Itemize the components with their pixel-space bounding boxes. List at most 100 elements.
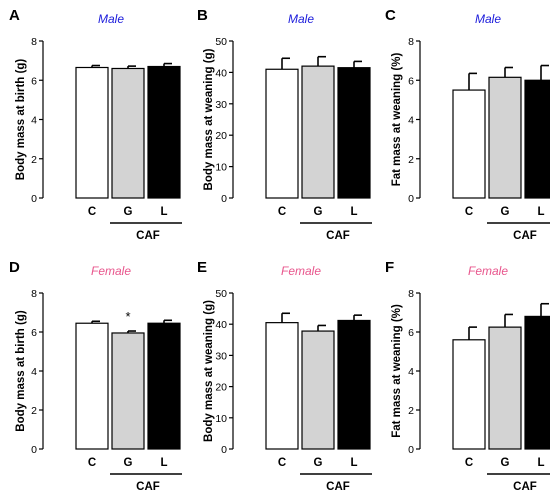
group-label: CAF [513, 481, 537, 493]
bar-l [147, 65, 181, 199]
panel-letter: D [9, 259, 20, 276]
group-label: CAF [136, 481, 160, 493]
y-tick-label: 0 [221, 444, 227, 456]
y-tick-label: 20 [215, 382, 227, 394]
y-tick-label: 10 [215, 162, 227, 174]
panel-letter: E [197, 259, 207, 276]
y-axis-label: Fat mass at weaning (%) [391, 53, 403, 187]
panel-letter: B [197, 7, 208, 24]
y-tick-label: 4 [31, 115, 37, 127]
category-label: C [465, 457, 473, 469]
y-tick-label: 2 [408, 405, 414, 417]
panel-d: D Female Body mass at birth (g) 0 2 4 6 8 C G L * CA… [9, 259, 182, 493]
bar-g [111, 67, 145, 199]
y-axis-label: Body mass at weaning (g) [203, 300, 215, 442]
y-tick-label: 20 [215, 130, 227, 142]
panel-b: B Male Body mass at weaning (g) 0 10 20 30 40 50… [197, 7, 372, 242]
y-tick-label: 4 [408, 115, 414, 127]
y-tick-label: 8 [408, 36, 414, 48]
y-tick-label: 2 [408, 154, 414, 166]
y-axis-label: Body mass at birth (g) [15, 59, 27, 181]
bar-c [265, 322, 299, 450]
category-label: C [278, 457, 286, 469]
y-tick-label: 30 [215, 99, 227, 111]
y-tick-label: 0 [31, 444, 37, 456]
category-label: L [537, 457, 544, 469]
y-tick-label: 4 [408, 366, 414, 378]
panel-title: Female [468, 264, 508, 278]
category-label: G [124, 457, 133, 469]
bar-l [524, 79, 550, 199]
panel-title: Female [91, 264, 131, 278]
category-label: G [124, 206, 133, 218]
bar-g [301, 65, 335, 199]
panel-title: Male [98, 12, 124, 26]
panel-title: Male [475, 12, 501, 26]
bar-c [75, 322, 109, 450]
bar-g [301, 330, 335, 450]
bar-l [524, 315, 550, 450]
panel-title: Female [281, 264, 321, 278]
bar-c [75, 66, 109, 199]
bar-g [488, 326, 522, 450]
panel-title: Male [288, 12, 314, 26]
category-label: L [350, 206, 357, 218]
panel-letter: C [385, 7, 396, 24]
category-label: C [465, 206, 473, 218]
bar-l [337, 67, 371, 199]
y-tick-label: 4 [31, 366, 37, 378]
bar-c [265, 68, 299, 199]
y-tick-label: 6 [408, 327, 414, 339]
y-axis-label: Body mass at weaning (g) [203, 48, 215, 190]
category-label: C [88, 206, 96, 218]
significance-marker: * [125, 309, 130, 324]
y-tick-label: 40 [215, 319, 227, 331]
category-label: L [350, 457, 357, 469]
category-label: G [501, 457, 510, 469]
category-label: L [160, 206, 167, 218]
group-label: CAF [326, 230, 350, 242]
y-tick-label: 6 [31, 75, 37, 87]
category-label: G [314, 206, 323, 218]
panel-letter: F [385, 259, 394, 276]
y-tick-label: 0 [221, 193, 227, 205]
category-label: C [88, 457, 96, 469]
y-tick-label: 8 [31, 288, 37, 300]
y-tick-label: 0 [31, 193, 37, 205]
y-tick-label: 2 [31, 405, 37, 417]
y-tick-label: 30 [215, 350, 227, 362]
y-tick-label: 0 [408, 193, 414, 205]
group-label: CAF [326, 481, 350, 493]
panel-e: E Female Body mass at weaning (g) 0 10 20 30 40… [197, 259, 372, 493]
y-tick-label: 50 [215, 288, 227, 300]
y-tick-label: 2 [31, 154, 37, 166]
y-tick-label: 10 [215, 413, 227, 425]
panel-letter: A [9, 7, 20, 24]
y-tick-label: 6 [31, 327, 37, 339]
group-label: CAF [136, 230, 160, 242]
bar-l [147, 322, 181, 450]
y-tick-label: 6 [408, 75, 414, 87]
category-label: G [314, 457, 323, 469]
bar-c [452, 89, 486, 199]
group-label: CAF [513, 230, 537, 242]
y-tick-label: 50 [215, 36, 227, 48]
y-tick-label: 40 [215, 67, 227, 79]
bar-g [111, 332, 145, 450]
category-label: L [537, 206, 544, 218]
category-label: G [501, 206, 510, 218]
y-axis-label: Fat mass at weaning (%) [391, 304, 403, 438]
panel-f: F Female Fat mass at weaning (%) 0 2 4 6 8 C G LCA… [385, 259, 550, 493]
category-label: C [278, 206, 286, 218]
category-label: L [160, 457, 167, 469]
y-tick-label: 8 [408, 288, 414, 300]
y-tick-label: 8 [31, 36, 37, 48]
bar-g [488, 76, 522, 199]
bar-l [337, 319, 371, 450]
y-tick-label: 0 [408, 444, 414, 456]
y-axis-label: Body mass at birth (g) [15, 310, 27, 432]
bar-c [452, 339, 486, 450]
